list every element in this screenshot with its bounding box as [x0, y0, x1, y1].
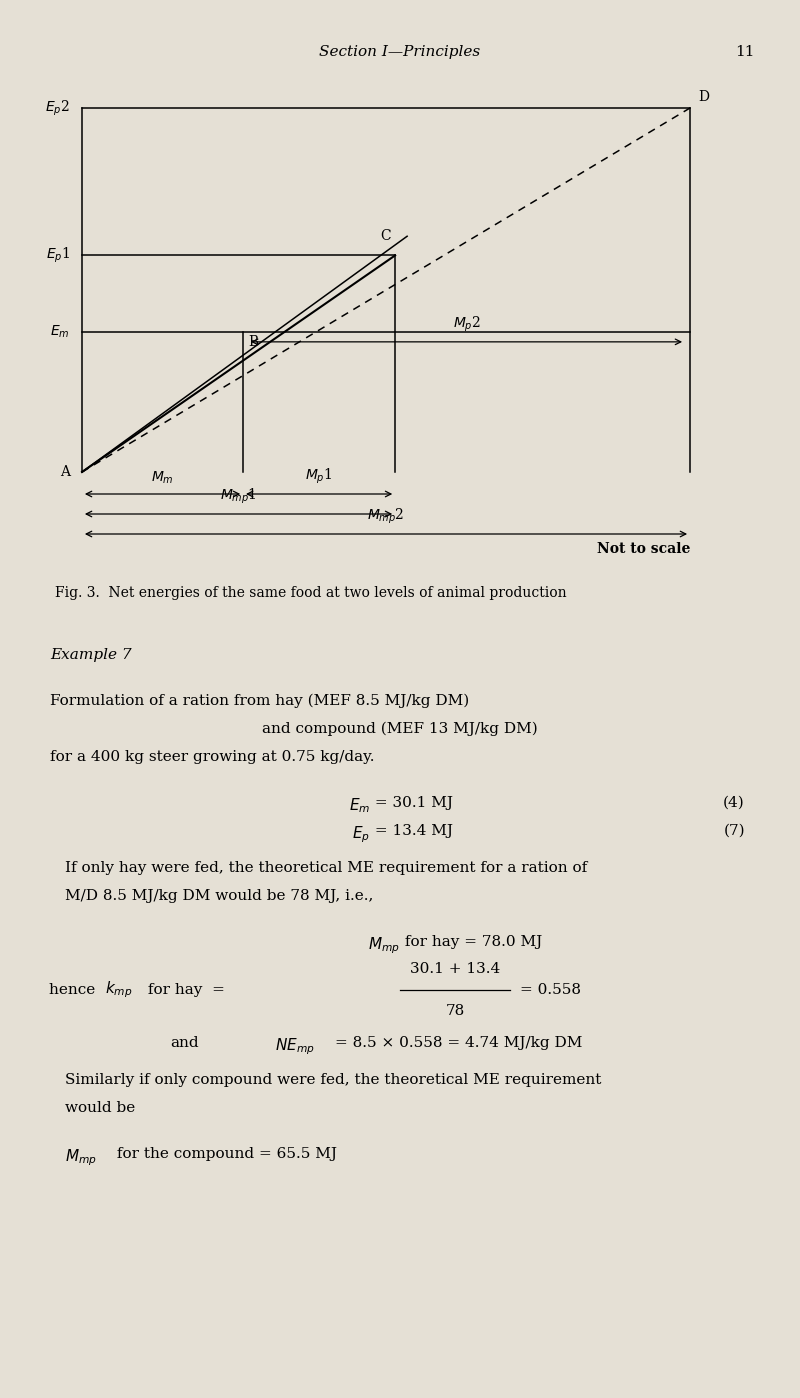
Text: Fig. 3.  Net energies of the same food at two levels of animal production: Fig. 3. Net energies of the same food at… — [55, 586, 566, 600]
Text: M/D 8.5 MJ/kg DM would be 78 MJ, i.e.,: M/D 8.5 MJ/kg DM would be 78 MJ, i.e., — [65, 889, 374, 903]
Text: for hay = 78.0 MJ: for hay = 78.0 MJ — [400, 935, 542, 949]
Text: 78: 78 — [446, 1004, 465, 1018]
Text: $M_{m}$: $M_{m}$ — [151, 470, 174, 487]
Text: $E_{m}$: $E_{m}$ — [50, 324, 70, 340]
Text: = 8.5 × 0.558 = 4.74 MJ/kg DM: = 8.5 × 0.558 = 4.74 MJ/kg DM — [335, 1036, 582, 1050]
Text: $M_{p}$2: $M_{p}$2 — [453, 315, 481, 334]
Text: Section I—Principles: Section I—Principles — [319, 45, 481, 59]
Text: $E_{m}$: $E_{m}$ — [349, 795, 370, 815]
Text: $E_{p}$1: $E_{p}$1 — [46, 246, 70, 266]
Text: (4): (4) — [723, 795, 745, 809]
Text: D: D — [698, 89, 709, 103]
Text: A: A — [60, 466, 70, 480]
Text: If only hay were fed, the theoretical ME requirement for a ration of: If only hay were fed, the theoretical ME… — [65, 861, 587, 875]
Text: 30.1 + 13.4: 30.1 + 13.4 — [410, 962, 500, 976]
Text: $k_{mp}$: $k_{mp}$ — [105, 980, 133, 1001]
Text: $M_{mp}$1: $M_{mp}$1 — [220, 487, 257, 506]
Text: $M_{p}$1: $M_{p}$1 — [306, 467, 333, 487]
Text: (7): (7) — [723, 823, 745, 837]
Text: hence: hence — [49, 983, 105, 997]
Text: 11: 11 — [735, 45, 755, 59]
Text: C: C — [380, 229, 390, 243]
Text: Formulation of a ration from hay (MEF 8.5 MJ/kg DM): Formulation of a ration from hay (MEF 8.… — [50, 693, 470, 709]
Text: $NE_{mp}$: $NE_{mp}$ — [275, 1036, 314, 1057]
Text: $M_{mp}$: $M_{mp}$ — [368, 935, 400, 956]
Text: for hay  =: for hay = — [143, 983, 225, 997]
Text: $M_{mp}$2: $M_{mp}$2 — [367, 506, 405, 526]
Text: $E_{p}$: $E_{p}$ — [352, 823, 370, 844]
Text: and: and — [170, 1036, 198, 1050]
Text: $M_{mp}$: $M_{mp}$ — [65, 1146, 97, 1167]
Text: for the compound = 65.5 MJ: for the compound = 65.5 MJ — [112, 1146, 337, 1160]
Text: Example 7: Example 7 — [50, 649, 132, 663]
Text: Not to scale: Not to scale — [597, 542, 690, 556]
Text: = 13.4 MJ: = 13.4 MJ — [370, 823, 453, 837]
Text: would be: would be — [65, 1102, 135, 1116]
Text: B: B — [248, 334, 258, 348]
Text: = 30.1 MJ: = 30.1 MJ — [370, 795, 453, 809]
Text: for a 400 kg steer growing at 0.75 kg/day.: for a 400 kg steer growing at 0.75 kg/da… — [50, 749, 374, 763]
Text: = 0.558: = 0.558 — [520, 983, 581, 997]
Text: and compound (MEF 13 MJ/kg DM): and compound (MEF 13 MJ/kg DM) — [262, 721, 538, 737]
Text: $E_{p}$2: $E_{p}$2 — [46, 98, 70, 117]
Text: Similarly if only compound were fed, the theoretical ME requirement: Similarly if only compound were fed, the… — [65, 1074, 602, 1088]
